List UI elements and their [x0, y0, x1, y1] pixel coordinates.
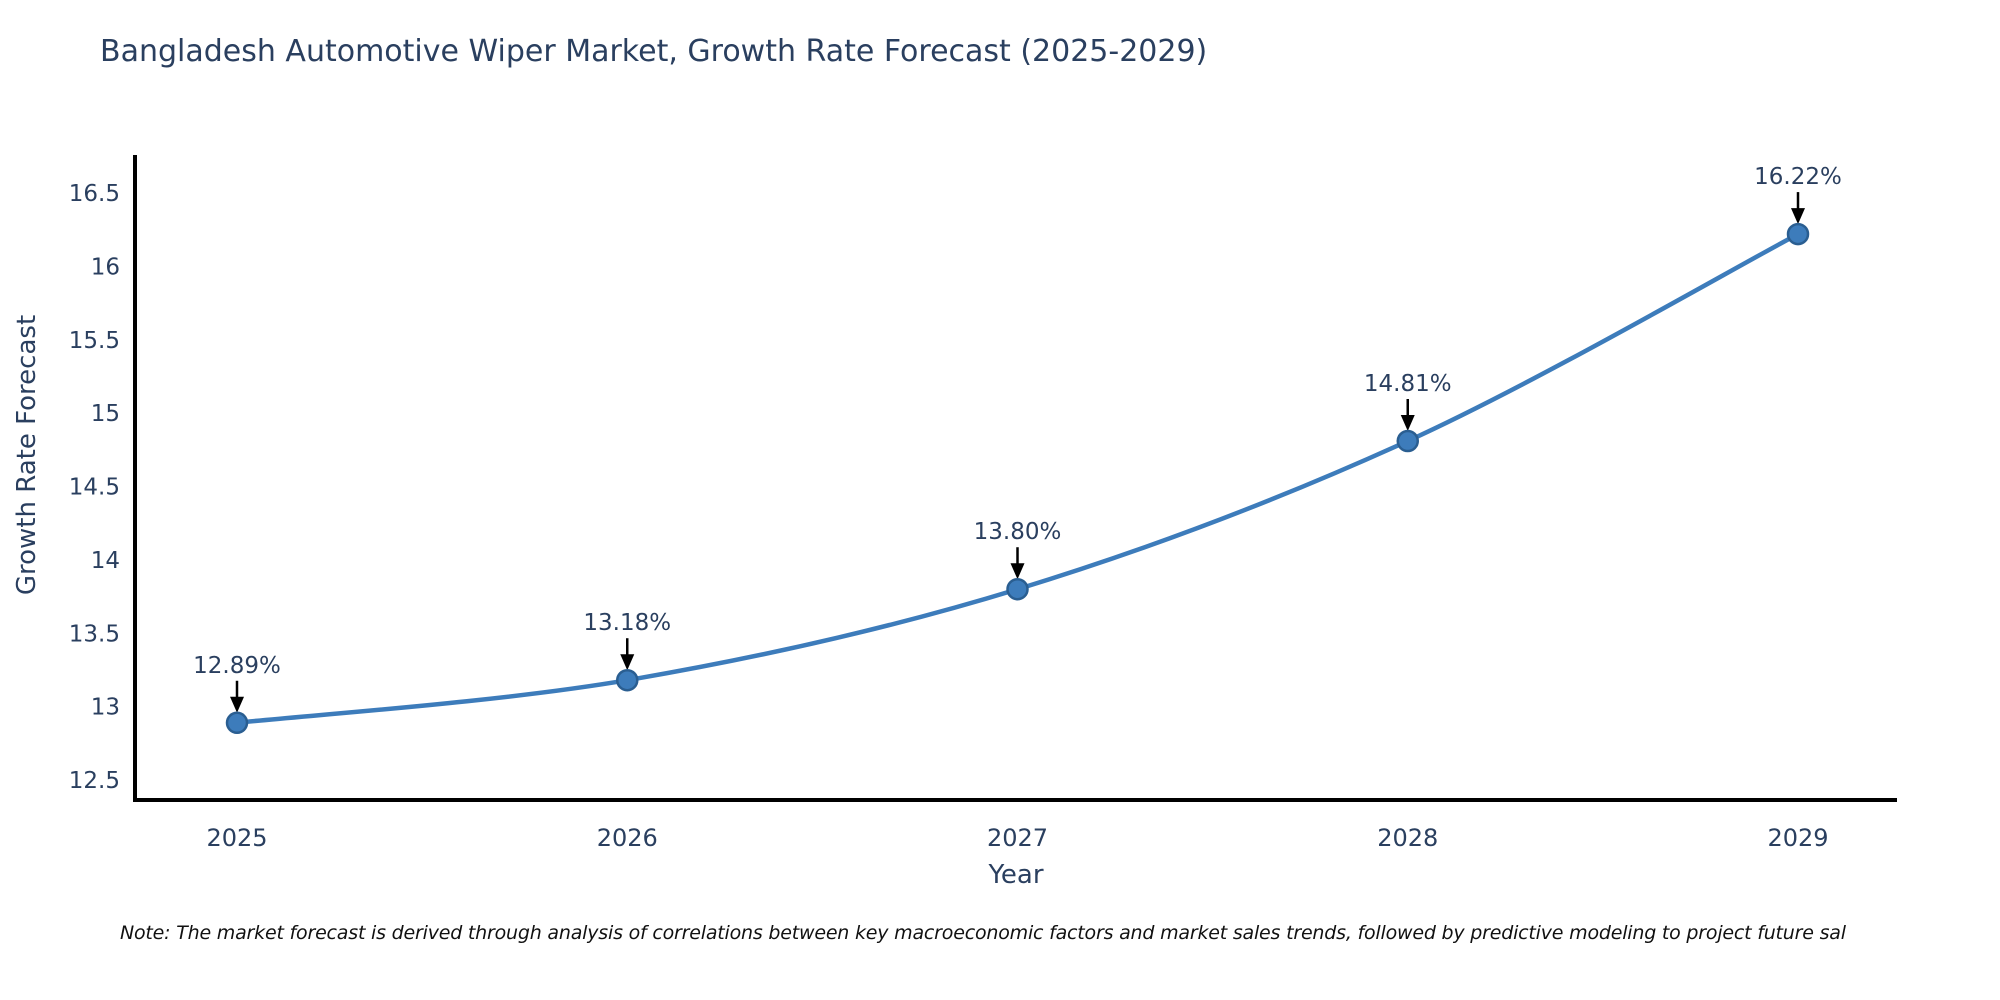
y-tick-label: 13.5: [69, 621, 120, 647]
annotation-arrow-head: [1010, 563, 1025, 580]
annotation-arrow-head: [1400, 415, 1415, 432]
data-point-marker[interactable]: [225, 711, 249, 735]
y-tick-label: 14: [91, 548, 120, 574]
y-tick-label: 15.5: [69, 328, 120, 354]
y-tick-label: 12.5: [69, 768, 120, 794]
y-tick-label: 16.5: [69, 181, 120, 207]
x-tick-label: 2029: [1767, 824, 1828, 852]
data-point-marker[interactable]: [1786, 222, 1810, 246]
footnote: Note: The market forecast is derived thr…: [120, 922, 1846, 944]
x-tick-label: 2025: [206, 824, 267, 852]
x-tick-label: 2028: [1377, 824, 1438, 852]
x-tick-label: 2026: [597, 824, 658, 852]
chart-title: Bangladesh Automotive Wiper Market, Grow…: [100, 34, 1208, 69]
point-annotation-label: 14.81%: [1364, 371, 1452, 397]
series-line: [234, 231, 1801, 726]
annotation-arrow-head: [620, 654, 635, 671]
y-tick-label: 13: [91, 695, 120, 721]
annotation-arrow-head: [230, 696, 244, 713]
point-annotation-label: 13.80%: [974, 519, 1062, 545]
y-tick-label: 15: [91, 401, 120, 427]
data-point-marker[interactable]: [1396, 429, 1419, 453]
annotation-arrow-head: [1791, 208, 1805, 225]
y-tick-label: 16: [91, 254, 120, 280]
point-annotation-label: 13.18%: [583, 610, 671, 636]
x-tick-label: 2027: [987, 824, 1048, 852]
x-axis-title: Year: [988, 860, 1044, 890]
point-annotation-label: 16.22%: [1754, 164, 1842, 190]
y-tick-label: 14.5: [69, 475, 120, 501]
point-annotation-label: 12.89%: [193, 653, 281, 679]
data-point-marker[interactable]: [616, 668, 639, 692]
data-point-marker[interactable]: [1006, 577, 1029, 601]
